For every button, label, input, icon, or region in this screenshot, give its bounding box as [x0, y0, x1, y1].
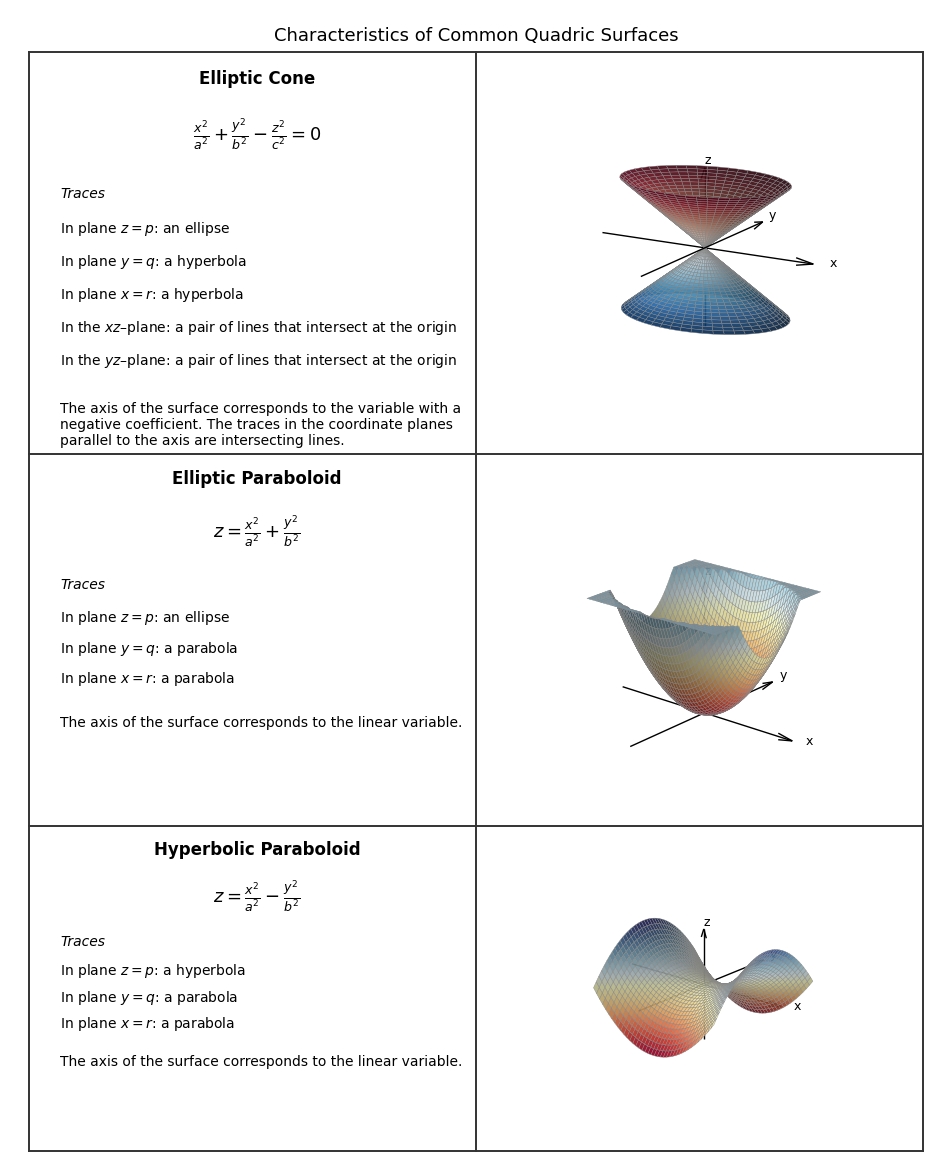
Text: The axis of the surface corresponds to the variable with a
negative coefficient.: The axis of the surface corresponds to t… — [60, 402, 462, 449]
Text: In plane $x = r$: a hyperbola: In plane $x = r$: a hyperbola — [60, 286, 244, 304]
Text: In plane $x = r$: a parabola: In plane $x = r$: a parabola — [60, 670, 235, 688]
Text: Hyperbolic Paraboloid: Hyperbolic Paraboloid — [153, 841, 361, 859]
Text: The axis of the surface corresponds to the linear variable.: The axis of the surface corresponds to t… — [60, 1055, 463, 1069]
Text: In plane $y = q$: a hyperbola: In plane $y = q$: a hyperbola — [60, 254, 247, 271]
Text: In plane $z = p$: an ellipse: In plane $z = p$: an ellipse — [60, 220, 230, 238]
Text: In plane $z = p$: an ellipse: In plane $z = p$: an ellipse — [60, 609, 230, 627]
Text: In plane $y = q$: a parabola: In plane $y = q$: a parabola — [60, 989, 238, 1006]
Text: In the $xz$–plane: a pair of lines that intersect at the origin: In the $xz$–plane: a pair of lines that … — [60, 319, 457, 337]
Text: In plane $z = p$: a hyperbola: In plane $z = p$: a hyperbola — [60, 962, 246, 980]
Text: Traces: Traces — [60, 187, 105, 201]
Text: In plane $x = r$: a parabola: In plane $x = r$: a parabola — [60, 1015, 235, 1033]
Text: Traces: Traces — [60, 935, 105, 949]
Text: $z = \frac{x^2}{a^2} + \frac{y^2}{b^2}$: $z = \frac{x^2}{a^2} + \frac{y^2}{b^2}$ — [213, 514, 301, 550]
Text: Elliptic Paraboloid: Elliptic Paraboloid — [172, 470, 342, 488]
Text: Elliptic Cone: Elliptic Cone — [199, 70, 315, 88]
Text: $\frac{x^2}{a^2} + \frac{y^2}{b^2} - \frac{z^2}{c^2} = 0$: $\frac{x^2}{a^2} + \frac{y^2}{b^2} - \fr… — [193, 116, 321, 152]
Text: In plane $y = q$: a parabola: In plane $y = q$: a parabola — [60, 640, 238, 657]
Text: Characteristics of Common Quadric Surfaces: Characteristics of Common Quadric Surfac… — [273, 27, 679, 44]
Text: Traces: Traces — [60, 578, 105, 592]
Text: In the $yz$–plane: a pair of lines that intersect at the origin: In the $yz$–plane: a pair of lines that … — [60, 352, 457, 370]
Text: $z = \frac{x^2}{a^2} - \frac{y^2}{b^2}$: $z = \frac{x^2}{a^2} - \frac{y^2}{b^2}$ — [213, 879, 301, 915]
Text: The axis of the surface corresponds to the linear variable.: The axis of the surface corresponds to t… — [60, 716, 463, 730]
